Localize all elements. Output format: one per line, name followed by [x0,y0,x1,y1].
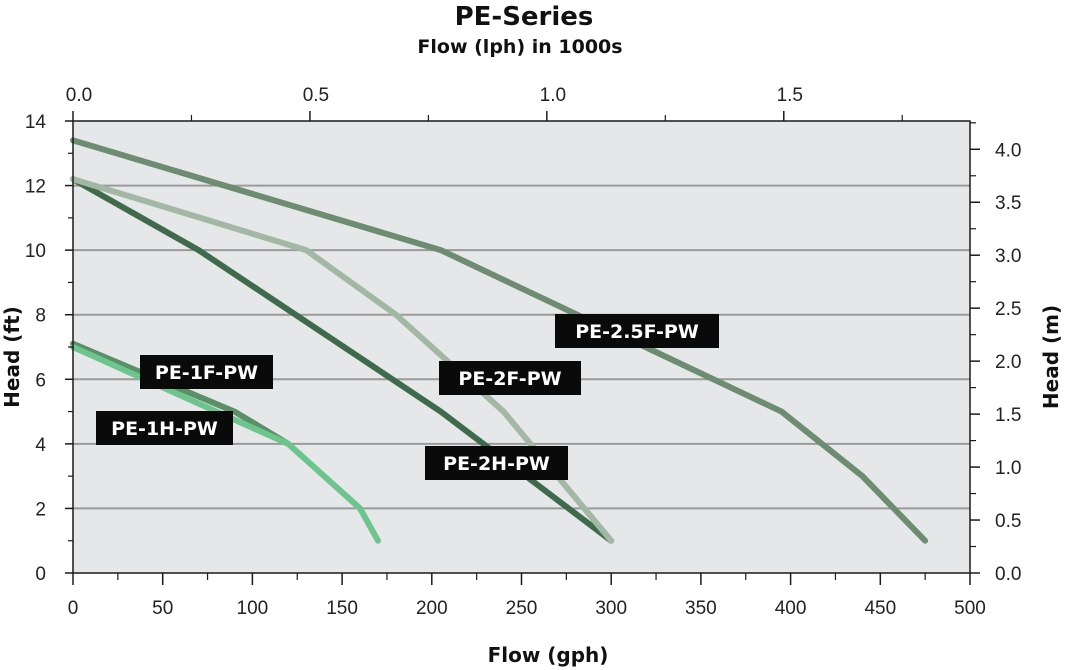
y2-tick-label: 1.0 [995,458,1021,479]
x2-tick-label: 0.5 [303,85,329,106]
x-tick-label: 350 [685,598,717,619]
x-tick-label: 500 [954,598,986,619]
plot-area [73,121,970,573]
x-tick-label: 0 [68,598,79,619]
series-label-box [140,355,273,389]
x-tick-label: 150 [326,598,358,619]
y-tick-label: 8 [35,306,46,327]
y2-tick-label: 3.5 [995,193,1021,214]
series-line-pe-2-5f-pw [70,137,929,544]
y-tick-label: 14 [25,112,47,133]
y-tick-label: 4 [35,435,46,456]
series-label-pe-2-5f-pw: PE-2.5F-PW [555,314,719,348]
series-label-text: PE-2F-PW [458,368,561,390]
series-label-box [96,411,233,445]
x-tick-label: 250 [506,598,538,619]
series-label-pe-2h-pw: PE-2H-PW [425,446,568,480]
y-tick-label: 10 [25,241,46,262]
x-tick-label: 450 [864,598,896,619]
y2-tick-label: 3.0 [995,246,1021,267]
y2-tick-label: 4.0 [995,140,1021,161]
y-tick-label: 6 [35,370,46,391]
y2-tick-label: 0.5 [995,511,1021,532]
x2-tick-label: 0.0 [66,85,92,106]
y2-axis-label: Head (m) [1039,305,1063,409]
y2-tick-label: 2.5 [995,299,1021,320]
x-tick-label: 50 [152,598,173,619]
series-label-box [555,314,719,348]
y-tick-label: 2 [35,499,46,520]
series-label-text: PE-1F-PW [155,362,258,384]
x2-tick-label: 1.0 [540,85,566,106]
series-line-pe-1h-pw [70,344,381,544]
x-tick-label: 100 [237,598,269,619]
y2-tick-label: 2.0 [995,352,1021,373]
chart-subtitle: Flow (lph) in 1000s [417,36,622,58]
x-tick-label: 200 [416,598,448,619]
series-label-box [425,446,568,480]
x-tick-label: 300 [595,598,627,619]
series-label-box [439,361,581,395]
y-tick-label: 0 [35,564,46,585]
axes: 0 50 100 150 200 250 300 350 400 450 500 0 2 4 6 8 10 12 1… [25,85,1022,619]
x2-tick-label: 1.5 [777,85,803,106]
y-tick-label: 12 [25,177,46,198]
series-label-pe-2f-pw: PE-2F-PW [439,361,581,395]
series-label-pe-1h-pw: PE-1H-PW [96,411,233,445]
series-label-text: PE-1H-PW [111,418,218,440]
series-labels: PE-1F-PW PE-1H-PW PE-2H-PW PE-2F-PW PE-2.5F-… [96,314,719,480]
x-tick-label: 400 [775,598,807,619]
y2-tick-label: 0.0 [995,564,1021,585]
y2-tick-label: 1.5 [995,405,1021,426]
series-label-text: PE-2H-PW [443,453,550,475]
chart-title: PE-Series [455,2,594,32]
series-label-text: PE-2.5F-PW [575,321,699,343]
y-axis-label: Head (ft) [0,306,24,408]
x-axis-label: Flow (gph) [488,643,609,667]
series-label-pe-1f-pw: PE-1F-PW [140,355,273,389]
